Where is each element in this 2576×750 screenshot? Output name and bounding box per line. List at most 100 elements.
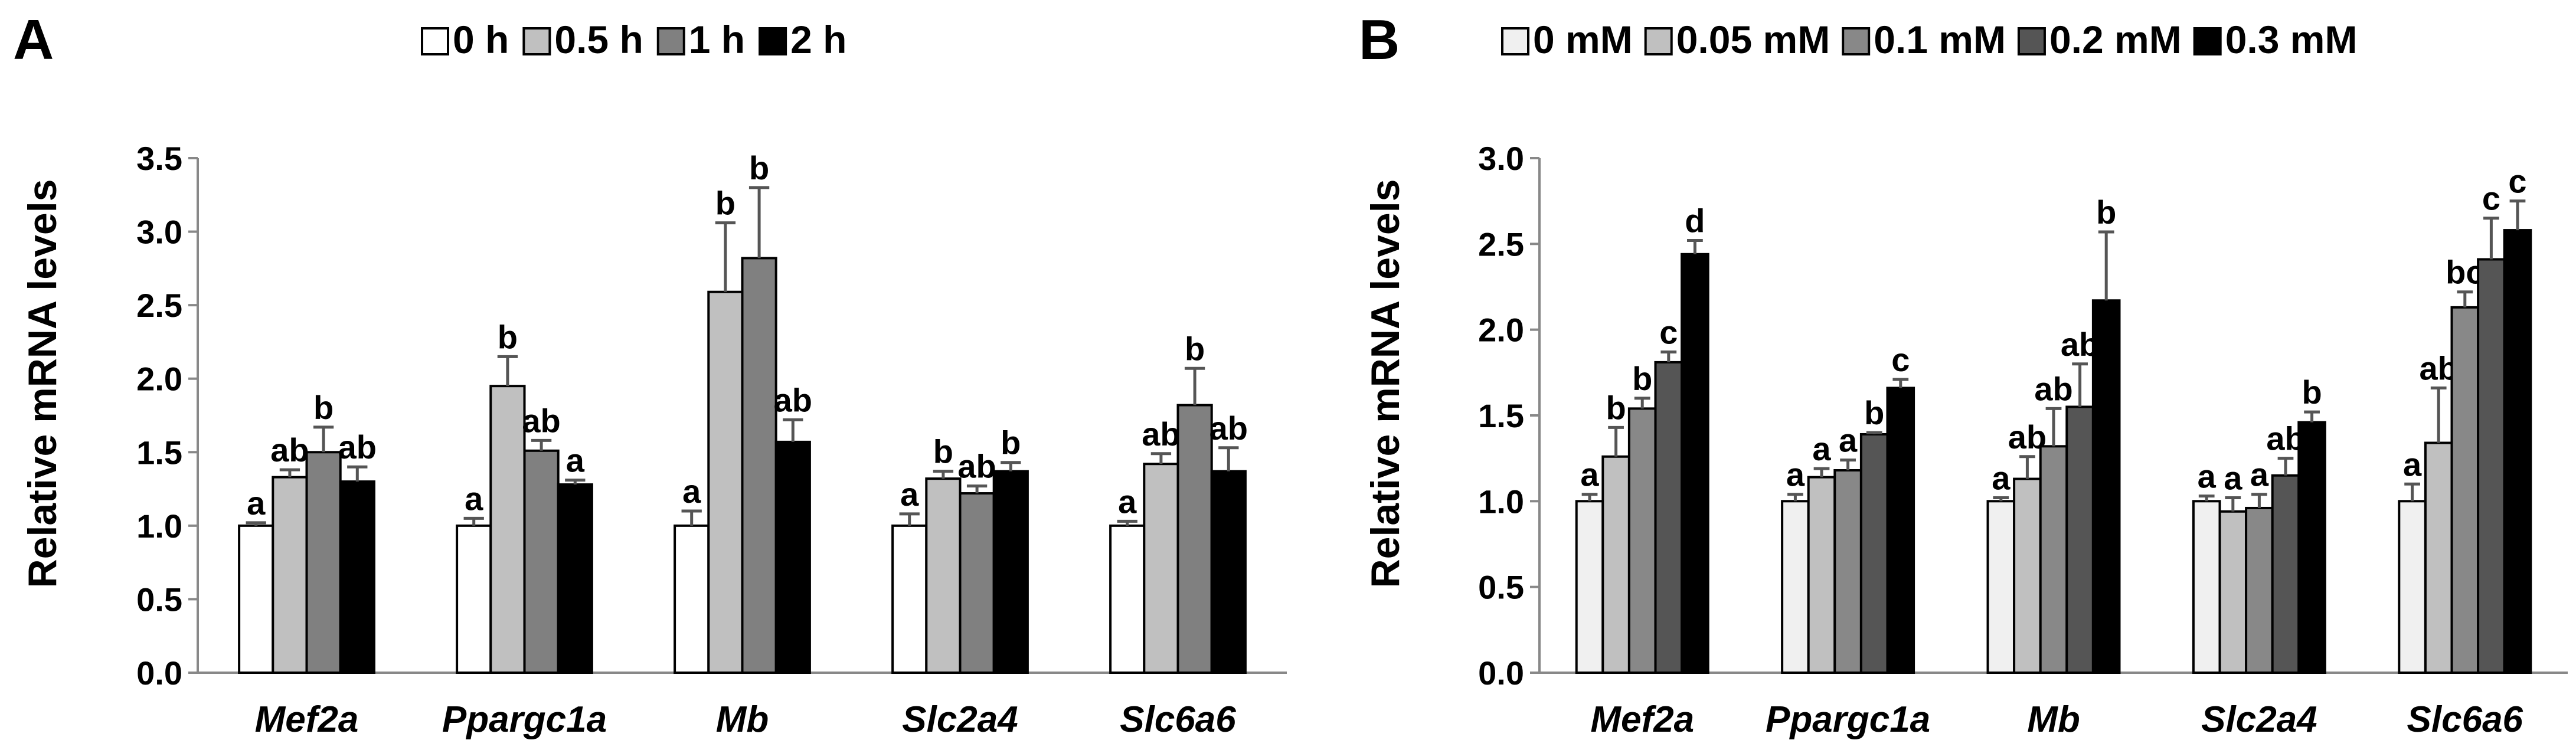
category-label: Mb <box>716 699 769 740</box>
category-label: Slc6a6 <box>2407 699 2523 740</box>
bar <box>1781 500 1810 674</box>
bar <box>1627 407 1657 674</box>
category-label: Ppargc1a <box>442 699 607 740</box>
bar <box>1986 500 2016 674</box>
significance-label: b <box>1001 424 1021 461</box>
y-tick-label: 0.0 <box>1478 654 1524 692</box>
y-tick-label: 1.5 <box>1478 397 1524 434</box>
panel-b: B Relative mRNA levels 0 mM 0.05 mM 0.1 mM… <box>1359 8 2568 740</box>
significance-label: c <box>2508 163 2526 200</box>
significance-label: ab <box>522 402 560 439</box>
significance-label: a <box>1839 422 1858 459</box>
y-tick-label: 2.0 <box>136 361 182 398</box>
significance-label: a <box>1812 430 1831 467</box>
legend-label: 2 h <box>790 18 846 61</box>
significance-label: a <box>900 476 919 513</box>
category-label: Ppargc1a <box>1766 699 1930 740</box>
legend-label: 0.3 mM <box>2225 18 2358 61</box>
bar <box>339 480 375 674</box>
legend-swatch <box>522 27 551 55</box>
significance-label: c <box>1659 313 1678 351</box>
legend-label: 0.05 mM <box>1676 18 1830 61</box>
bar <box>992 470 1029 674</box>
y-tick-label: 1.0 <box>1478 483 1524 520</box>
significance-label: b <box>498 318 518 355</box>
y-axis-label-a: Relative mRNA levels <box>20 179 65 588</box>
bar <box>456 524 492 674</box>
y-tick-label: 1.0 <box>136 507 182 545</box>
significance-label: a <box>1992 460 2011 497</box>
significance-label: b <box>313 389 334 426</box>
bar <box>1176 404 1213 674</box>
legend-swatch <box>1842 27 1871 55</box>
significance-label: a <box>247 484 266 522</box>
y-axis-label-b: Relative mRNA levels <box>1363 179 1408 588</box>
significance-label: b <box>2302 374 2322 411</box>
bar <box>489 385 526 674</box>
bar <box>2450 306 2480 674</box>
category-label: Slc2a4 <box>902 699 1018 740</box>
bar <box>2065 405 2094 674</box>
bar <box>741 257 777 674</box>
significance-label: a <box>682 473 701 510</box>
bar <box>557 483 593 674</box>
legend-swatch <box>656 27 685 55</box>
panel-label-b: B <box>1359 8 1400 71</box>
bar <box>674 524 710 674</box>
bar <box>305 451 342 674</box>
legend-label: 0 h <box>453 18 509 61</box>
y-tick-label: 0.0 <box>136 654 182 692</box>
x-axis-b: Mef2a Ppargc1a Mb Slc2a4 Slc6a6 <box>1590 699 2523 740</box>
significance-label: ab <box>2034 370 2072 407</box>
bar <box>2192 500 2221 674</box>
bar <box>1210 470 1247 674</box>
panel-a: A Relative mRNA levels 0 h 0.5 h 1 h 2 h 0.… <box>13 8 1287 740</box>
y-tick-label: 2.0 <box>1478 312 1524 349</box>
bar <box>1859 433 1889 674</box>
bar <box>1575 500 1604 674</box>
legend-label: 0.1 mM <box>1874 18 2006 61</box>
significance-label: a <box>566 442 585 479</box>
legend-label: 0 mM <box>1533 18 1633 61</box>
legend-label: 1 h <box>689 18 745 61</box>
legend-swatch <box>1501 27 1529 55</box>
significance-label: c <box>2482 180 2500 217</box>
category-label: Slc6a6 <box>1120 699 1236 740</box>
legend-swatch <box>2017 27 2046 55</box>
significance-label: ab <box>957 448 996 485</box>
bar <box>2271 474 2300 674</box>
y-tick-label: 2.5 <box>1478 225 1524 263</box>
legend-label: 0.5 h <box>554 18 643 61</box>
significance-label: a <box>1118 483 1137 520</box>
bar <box>2477 258 2506 674</box>
significance-label: d <box>1685 202 1705 240</box>
significance-label: a <box>2250 456 2269 493</box>
significance-label: b <box>1864 394 1884 431</box>
bar <box>1833 469 1862 674</box>
significance-label: ab <box>338 428 377 466</box>
legend-a: 0 h 0.5 h 1 h 2 h <box>421 18 846 61</box>
y-tick-label: 3.5 <box>136 140 182 177</box>
bar <box>2245 506 2274 674</box>
bar <box>2013 477 2042 674</box>
significance-label: b <box>749 149 769 186</box>
bar <box>1601 455 1630 674</box>
bar <box>959 492 995 674</box>
category-label: Mef2a <box>255 699 359 740</box>
significance-label: a <box>1580 456 1599 493</box>
bar <box>891 524 928 674</box>
significance-label: b <box>1632 360 1652 397</box>
significance-label: ab <box>1209 410 1248 447</box>
y-tick-label: 1.5 <box>136 434 182 471</box>
bar <box>774 440 811 674</box>
significance-label: b <box>933 433 953 470</box>
bar <box>2218 510 2248 674</box>
bar <box>925 477 962 674</box>
bar <box>2503 229 2532 674</box>
bar <box>1886 387 1915 674</box>
legend-swatch <box>1644 27 1673 55</box>
y-tick-label: 3.0 <box>1478 140 1524 177</box>
